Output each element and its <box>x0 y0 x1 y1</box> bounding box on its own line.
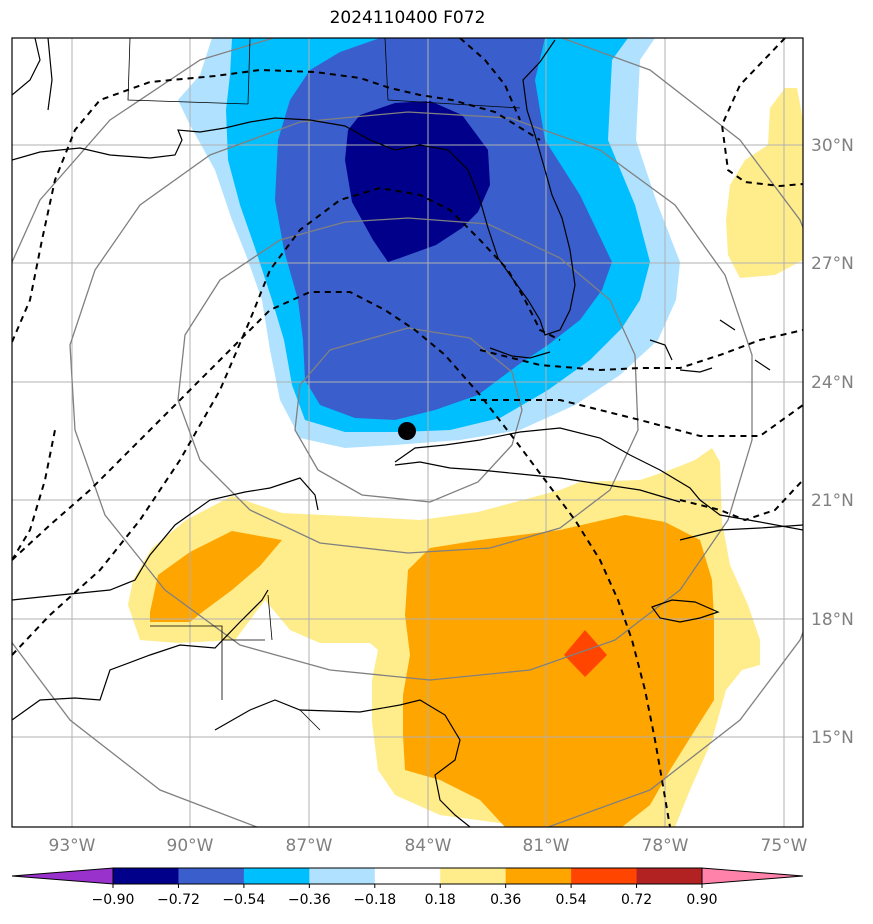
colorbar-segment <box>505 868 572 884</box>
storm-center-marker <box>398 422 416 440</box>
yucatan-coast <box>12 589 269 721</box>
colorbar-tick-label: −0.54 <box>222 892 265 908</box>
colorbar-frame <box>112 867 703 885</box>
florida-keys <box>489 347 551 359</box>
dashed-contour <box>12 429 56 561</box>
lon-label: 75°W <box>761 836 808 856</box>
colorbar-under-triangle <box>11 867 114 885</box>
dashed-contour <box>12 186 561 656</box>
colorbar-segment <box>113 868 179 884</box>
lon-label: 78°W <box>642 836 689 856</box>
colorbar-segment <box>374 868 441 884</box>
lon-labels: 93°W 90°W 87°W 84°W 81°W 78°W 75°W <box>49 836 808 856</box>
cuba-coast <box>394 427 803 531</box>
colorbar-segment <box>178 868 245 884</box>
colorbar-tick-label: −0.72 <box>157 892 200 908</box>
dashed-contour <box>720 38 803 188</box>
colorbar: −0.90 −0.72 −0.54 −0.36 −0.18 0.18 0.36 0.54 0.7… <box>11 867 804 908</box>
range-ring <box>294 327 523 503</box>
lat-label: 15°N <box>811 728 854 748</box>
coastlines <box>12 38 803 827</box>
colorbar-tick-label: −0.36 <box>288 892 331 908</box>
red-orange-max <box>564 630 607 677</box>
colorbar-tick-label: −0.18 <box>353 892 396 908</box>
central-america-coast <box>214 699 471 827</box>
colorbar-segment <box>309 868 376 884</box>
lon-label: 87°W <box>286 836 333 856</box>
colorbar-over-triangle <box>701 867 804 885</box>
orange-south-field <box>403 515 714 827</box>
range-ring <box>69 111 753 681</box>
colorbar-ticks: −0.90 −0.72 −0.54 −0.36 −0.18 0.18 0.36 0.54 0.7… <box>92 884 718 908</box>
range-ring <box>12 38 803 827</box>
lat-label: 18°N <box>811 610 854 630</box>
colorbar-tick-label: 0.90 <box>686 892 717 908</box>
hispaniola-coast <box>679 524 803 541</box>
lat-labels: 30°N 27°N 24°N 21°N 18°N 15°N <box>811 136 854 748</box>
colorbar-tick-label: 0.54 <box>556 892 587 908</box>
lon-label: 90°W <box>167 836 214 856</box>
lat-label: 21°N <box>811 491 854 511</box>
colorbar-segment <box>636 868 703 884</box>
colorbar-tick-label: −0.90 <box>92 892 135 908</box>
map-frame <box>11 37 804 828</box>
colorbar-tick-label: 0.18 <box>425 892 456 908</box>
colorbar-segments <box>113 868 703 884</box>
colorbar-tick-label: 0.72 <box>621 892 652 908</box>
lon-label: 93°W <box>49 836 96 856</box>
colorbar-segment <box>440 868 507 884</box>
map-title: 2024110400 F072 <box>329 8 486 28</box>
texas-coast <box>12 38 53 111</box>
country-borders <box>150 594 321 731</box>
gulf-coast <box>12 39 576 336</box>
dashed-contour <box>470 399 803 437</box>
range-rings <box>12 38 803 827</box>
dashed-contour <box>479 329 803 372</box>
colorbar-tick-label: 0.36 <box>490 892 521 908</box>
lon-label: 84°W <box>405 836 452 856</box>
colorbar-segment <box>243 868 310 884</box>
colorbar-segment <box>571 868 638 884</box>
lat-label: 24°N <box>811 373 854 393</box>
lat-label: 30°N <box>811 136 854 156</box>
dashed-contour <box>12 291 671 827</box>
range-ring <box>177 217 639 554</box>
dashed-contour <box>459 38 521 121</box>
mexico-coast <box>12 477 319 601</box>
jamaica-coast <box>651 599 720 623</box>
bahamas-islands <box>649 319 771 373</box>
lat-label: 27°N <box>811 254 854 274</box>
dashed-contour <box>679 479 803 522</box>
graticule <box>12 38 803 827</box>
dashed-contour <box>12 68 541 343</box>
orange-west-field <box>150 531 282 622</box>
lon-label: 81°W <box>523 836 570 856</box>
cuba-south-coast <box>394 461 681 503</box>
dashed-contours <box>12 38 803 827</box>
map-area <box>12 38 803 827</box>
